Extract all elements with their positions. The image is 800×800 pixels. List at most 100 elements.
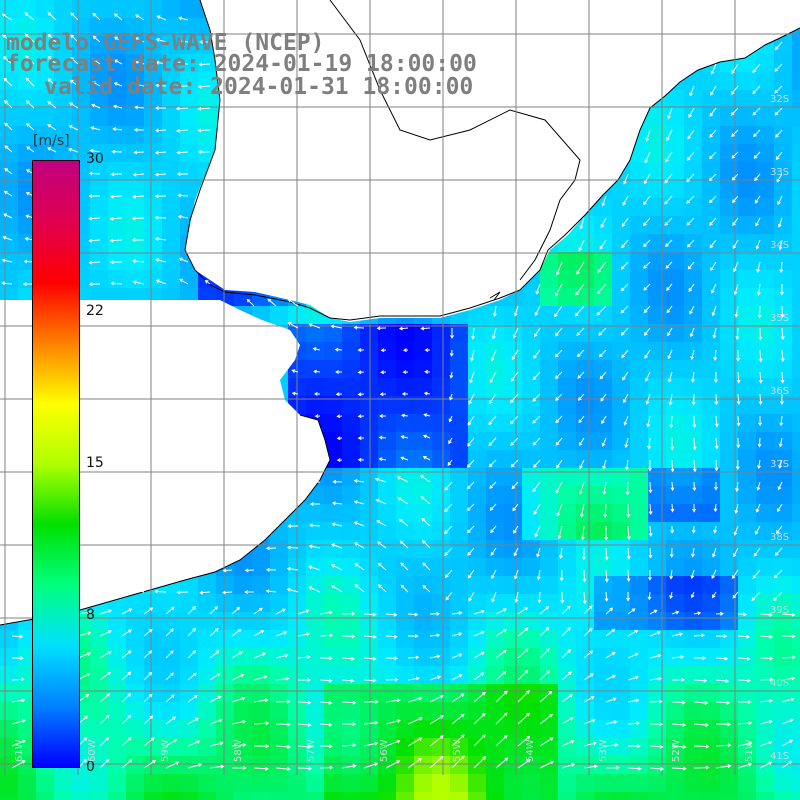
wind-arrow [467,547,475,556]
wind-speed-cell [468,540,487,559]
wind-arrow [582,569,587,583]
wind-arrow [363,741,379,747]
wind-speed-cell [666,630,685,649]
wind-speed-cell [450,648,469,667]
wind-arrow [671,722,687,727]
wind-speed-cell [396,522,415,541]
wind-speed-cell [774,126,793,145]
wind-speed-cell [414,522,433,541]
wind-arrow [779,283,784,296]
wind-speed-cell [324,378,343,397]
wind-speed-cell [216,594,235,613]
wind-speed-cell [198,720,217,739]
wind-speed-cell [684,396,703,415]
wind-speed-cell [252,612,271,631]
wind-arrow [495,757,509,769]
wind-speed-cell [720,162,739,181]
wind-speed-cell [72,126,91,145]
wind-arrow [176,128,189,133]
wind-arrow [626,547,631,560]
wind-arrow [353,478,365,483]
wind-speed-cell [630,702,649,721]
wind-speed-cell [504,432,523,451]
wind-speed-cell [126,666,145,685]
wind-arrow [510,459,519,468]
wind-arrow [539,606,550,615]
wind-arrow [686,217,695,226]
wind-speed-cell [684,378,703,397]
wind-speed-cell [792,36,800,55]
wind-arrow [319,722,333,727]
wind-arrow [495,629,508,637]
wind-speed-cell [270,684,289,703]
wind-speed-cell [774,378,793,397]
wind-arrow [176,590,189,595]
wind-arrow [143,693,153,703]
wind-arrow [451,693,465,703]
wind-speed-cell [234,684,253,703]
wind-arrow [2,34,13,43]
wind-speed-cell [684,450,703,469]
wind-arrow [555,283,563,297]
wind-speed-cell [432,468,451,487]
wind-arrow [555,437,563,446]
wind-speed-cell [108,666,127,685]
wind-speed-cell [756,306,775,325]
wind-speed-cell [702,630,721,649]
wind-speed-cell [648,756,667,775]
wind-speed-cell [558,594,577,613]
wind-speed-cell [756,612,775,631]
wind-speed-cell [486,522,505,541]
wind-speed-cell [666,414,685,433]
wind-arrow [231,742,247,747]
wind-arrow [468,591,475,602]
wind-speed-cell [306,504,325,523]
wind-speed-cell [648,234,667,253]
wind-speed-cell [486,414,505,433]
wind-arrow [671,766,687,771]
wind-speed-cell [126,612,145,631]
wind-speed-cell [702,198,721,217]
wind-arrow [400,562,409,571]
wind-speed-cell [504,504,523,523]
wind-arrow [781,634,796,639]
wind-arrow [88,282,101,287]
wind-arrow [535,283,541,295]
wind-arrow [308,586,321,593]
wind-speed-cell [324,468,343,487]
wind-arrow [579,437,585,446]
wind-speed-cell [792,396,800,415]
wind-speed-cell [756,126,775,145]
wind-speed-cell [774,288,793,307]
wind-arrow [648,503,653,516]
wind-speed-cell [180,180,199,199]
wind-speed-cell [360,432,379,451]
wind-arrow [379,414,386,419]
wind-speed-cell [738,252,757,271]
wind-arrow [560,591,565,604]
wind-arrow [275,699,291,704]
wind-speed-cell [540,450,559,469]
wind-speed-cell [270,720,289,739]
wind-speed-cell [792,162,800,181]
wind-arrow [759,656,774,661]
wind-speed-cell [360,774,379,793]
wind-speed-cell [504,666,523,685]
wind-speed-cell [774,702,793,721]
wind-arrow [715,678,730,683]
wind-speed-cell [576,702,595,721]
wind-speed-cell [468,648,487,667]
wind-speed-cell [774,648,793,667]
wind-speed-cell [468,666,487,685]
wind-speed-cell [108,720,127,739]
wind-speed-cell [180,684,199,703]
wind-speed-cell [324,630,343,649]
wind-speed-cell [666,666,685,685]
wind-arrow [517,735,531,747]
wind-speed-cell [540,414,559,433]
wind-speed-cell [108,108,127,127]
wind-speed-cell [594,324,613,343]
wind-speed-cell [612,684,631,703]
wind-arrow [714,393,719,406]
wind-speed-cell [648,432,667,451]
